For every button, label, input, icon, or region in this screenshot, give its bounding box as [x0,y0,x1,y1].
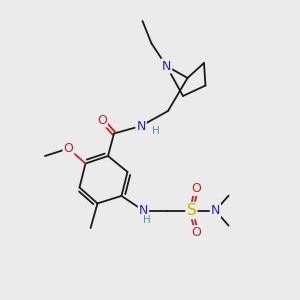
Text: N: N [211,204,220,217]
Text: O: O [97,113,107,127]
Text: H: H [143,214,151,225]
Text: O: O [64,142,73,155]
Text: N: N [136,119,146,133]
Text: H: H [152,126,160,136]
Text: N: N [162,59,171,73]
Text: S: S [187,203,196,218]
Text: O: O [192,182,201,195]
Text: N: N [139,204,148,217]
Text: O: O [192,226,201,239]
